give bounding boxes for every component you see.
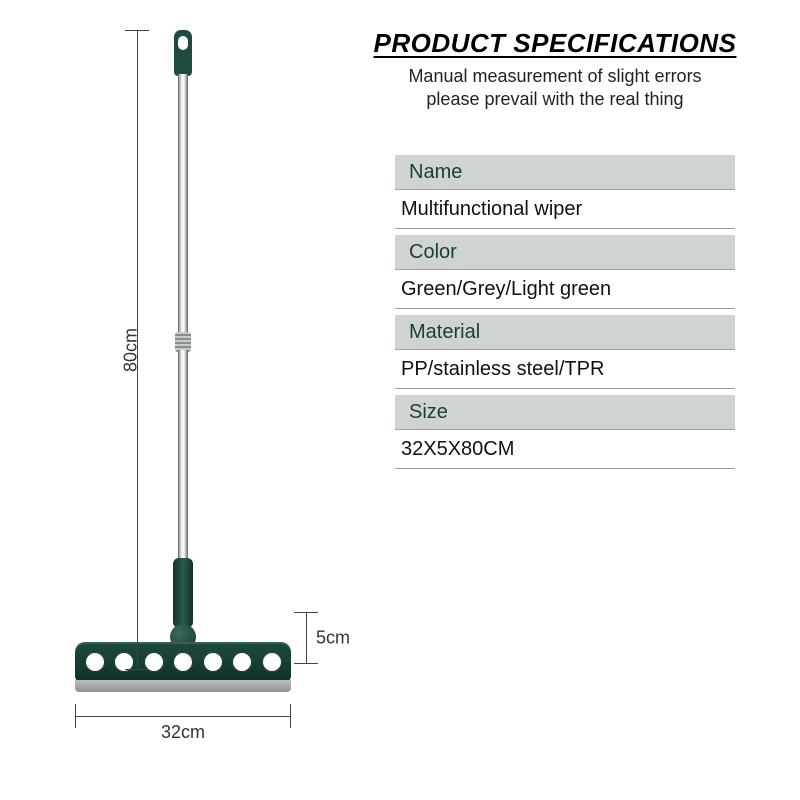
page-title: PRODUCT SPECIFICATIONS bbox=[350, 28, 760, 59]
dim-tick bbox=[290, 704, 291, 728]
header: PRODUCT SPECIFICATIONS Manual measuremen… bbox=[350, 28, 760, 110]
hole-icon bbox=[232, 652, 252, 672]
spec-label-material: Material bbox=[395, 315, 735, 350]
spec-value-color: Green/Grey/Light green bbox=[395, 270, 735, 309]
spec-table: Name Multifunctional wiper Color Green/G… bbox=[395, 155, 735, 475]
lower-grip bbox=[173, 558, 193, 628]
spec-label-color: Color bbox=[395, 235, 735, 270]
dimension-head-depth-label: 5cm bbox=[316, 628, 350, 649]
spec-value-name: Multifunctional wiper bbox=[395, 190, 735, 229]
dim-tick bbox=[294, 663, 318, 664]
wiper-blade bbox=[75, 680, 291, 692]
dim-tick bbox=[125, 669, 149, 670]
spec-row: Material PP/stainless steel/TPR bbox=[395, 315, 735, 389]
wiper-holes bbox=[75, 650, 291, 674]
spec-value-size: 32X5X80CM bbox=[395, 430, 735, 469]
dim-bar bbox=[75, 716, 291, 717]
hole-icon bbox=[203, 652, 223, 672]
pole-upper bbox=[178, 74, 188, 334]
subtitle-line-2: please prevail with the real thing bbox=[426, 89, 683, 109]
hole-icon bbox=[173, 652, 193, 672]
spec-value-material: PP/stainless steel/TPR bbox=[395, 350, 735, 389]
hang-hole bbox=[178, 36, 188, 50]
dimension-width: 32cm bbox=[75, 694, 291, 734]
spec-label-size: Size bbox=[395, 395, 735, 430]
subtitle: Manual measurement of slight errors plea… bbox=[350, 65, 760, 110]
spec-row: Color Green/Grey/Light green bbox=[395, 235, 735, 309]
dimension-width-label: 32cm bbox=[161, 722, 205, 743]
pole-lower bbox=[178, 350, 188, 560]
dimension-head-depth: 5cm bbox=[300, 612, 360, 664]
spec-row: Size 32X5X80CM bbox=[395, 395, 735, 469]
hole-icon bbox=[85, 652, 105, 672]
hole-icon bbox=[262, 652, 282, 672]
pole-joint bbox=[175, 332, 191, 352]
dim-bar bbox=[306, 612, 307, 664]
dimension-height: 80cm bbox=[115, 30, 145, 670]
subtitle-line-1: Manual measurement of slight errors bbox=[408, 66, 701, 86]
spec-label-name: Name bbox=[395, 155, 735, 190]
dimension-height-label: 80cm bbox=[121, 328, 142, 372]
spec-row: Name Multifunctional wiper bbox=[395, 155, 735, 229]
